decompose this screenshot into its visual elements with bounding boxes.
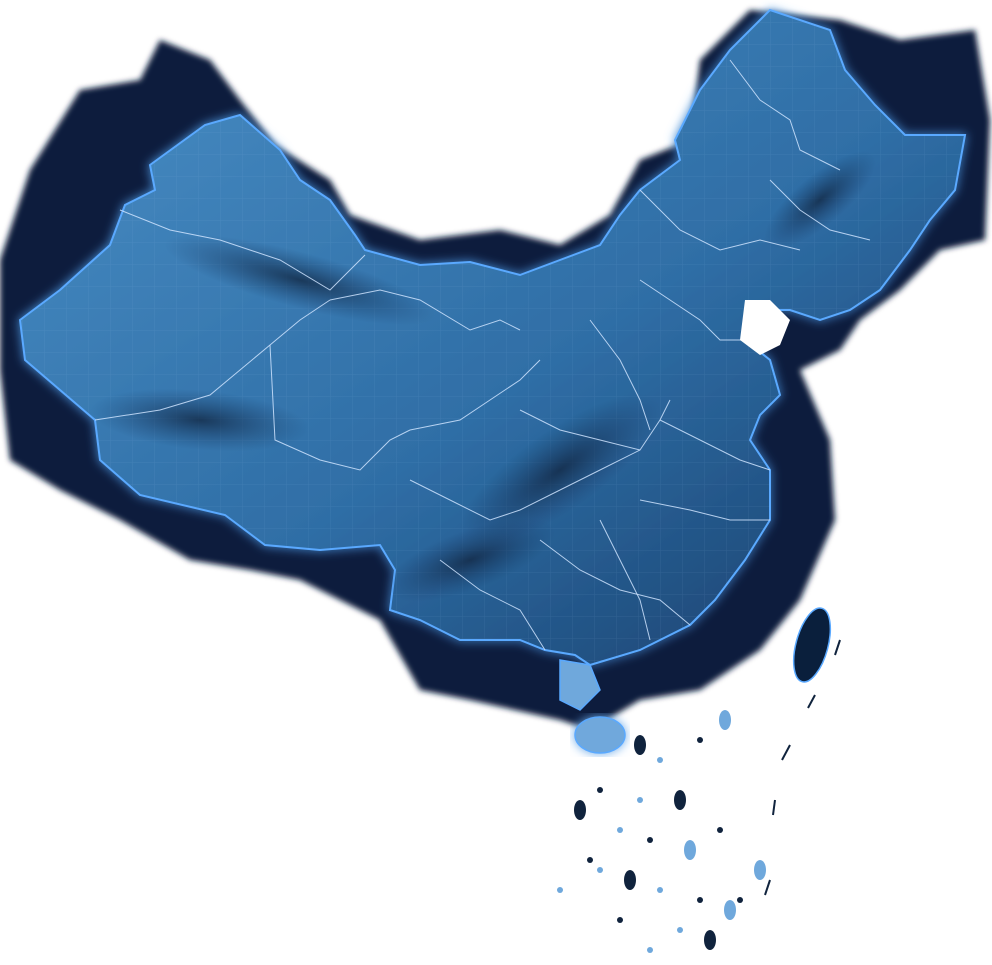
province-line <box>119 209 366 291</box>
island <box>597 867 603 873</box>
south-china-sea-islands <box>557 639 841 953</box>
island <box>597 787 603 793</box>
ridge-shadow <box>90 388 310 452</box>
island <box>737 897 743 903</box>
province-line <box>519 409 641 451</box>
island <box>754 860 766 880</box>
island <box>684 840 696 860</box>
province-line <box>94 299 331 421</box>
province-line <box>439 559 546 651</box>
island <box>724 900 736 920</box>
province-line <box>639 279 745 341</box>
island <box>634 735 646 755</box>
boundary-dash <box>807 694 816 709</box>
island <box>677 927 683 933</box>
terrain-grid <box>20 10 965 665</box>
island <box>657 887 663 893</box>
island <box>574 800 586 820</box>
island <box>657 757 663 763</box>
province-line <box>409 479 561 521</box>
island <box>697 897 703 903</box>
island <box>647 947 653 953</box>
bohai-bay <box>740 300 790 355</box>
province-line <box>659 419 771 471</box>
island <box>637 797 643 803</box>
boundary-dash <box>772 799 776 816</box>
province-line <box>769 179 871 241</box>
island <box>557 887 563 893</box>
province-line <box>589 319 651 431</box>
province-line <box>539 539 691 626</box>
island <box>624 870 636 890</box>
province-line <box>409 359 541 431</box>
province-boundaries <box>94 59 871 651</box>
terrain-shading <box>90 151 876 602</box>
ridge-shadow <box>764 151 876 249</box>
province-line <box>269 344 411 471</box>
boundary-dash <box>764 879 771 896</box>
ridge-shadow <box>384 518 556 602</box>
province-line <box>639 189 801 251</box>
boundary-dash <box>834 639 841 656</box>
island <box>647 837 653 843</box>
province-line <box>599 519 651 641</box>
taiwan-island <box>792 607 832 683</box>
island <box>717 827 723 833</box>
island <box>697 737 703 743</box>
province-line <box>639 499 770 521</box>
ridge-shadow <box>459 393 661 547</box>
hainan-island <box>574 716 626 754</box>
island <box>617 917 623 923</box>
island <box>587 857 593 863</box>
province-line <box>729 59 841 171</box>
peninsula <box>559 659 601 711</box>
province-line <box>329 289 521 331</box>
island <box>704 930 716 950</box>
island <box>719 710 731 730</box>
boundary-dash <box>781 744 791 761</box>
island <box>674 790 686 810</box>
ridge-shadow <box>164 234 436 326</box>
island <box>617 827 623 833</box>
